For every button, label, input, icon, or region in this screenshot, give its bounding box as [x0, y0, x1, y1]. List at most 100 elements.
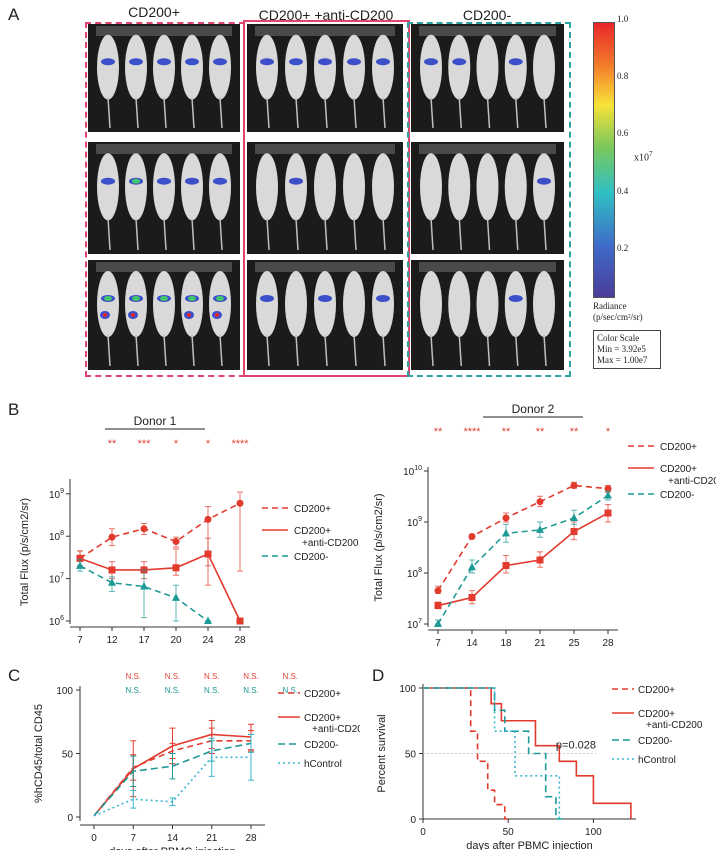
legend-label: CD200+ — [304, 689, 341, 700]
x-tick-label: 0 — [420, 827, 426, 838]
data-point — [172, 564, 180, 572]
series-line — [437, 484, 609, 592]
mouse-body — [125, 153, 147, 221]
mouse-tail — [430, 218, 434, 251]
mouse-body — [153, 153, 175, 221]
legend-label: CD200+ — [660, 464, 697, 475]
colorbar-tick: 0.8 — [617, 71, 629, 81]
data-point — [570, 528, 578, 536]
signal-spot — [131, 313, 135, 317]
radiance-unit: (p/sec/cm²/sr) — [593, 312, 643, 322]
survival-curve — [423, 687, 632, 819]
mouse-body — [343, 153, 365, 221]
x-tick-label: 24 — [202, 635, 214, 646]
p-value-annotation: p=0.028 — [556, 739, 596, 751]
mouse-body — [256, 153, 278, 221]
mouse-tail — [219, 218, 223, 251]
panel-d-letter: D — [372, 666, 385, 685]
data-point — [108, 566, 116, 574]
data-point — [536, 498, 544, 506]
colorbar-tick: 1.0 — [617, 14, 629, 24]
mouse-body — [420, 153, 442, 221]
legend-label: CD200- — [304, 740, 338, 751]
data-point — [236, 617, 244, 625]
mouse-tail — [266, 334, 270, 367]
mouse-tail — [295, 334, 299, 367]
x-tick-label: 0 — [91, 833, 97, 844]
x-tick-label: 25 — [568, 638, 580, 649]
legend-label: CD200+ — [660, 442, 697, 453]
color-scale-min: Min = 3.92e5 — [597, 344, 646, 354]
group-frame-cd200-neg — [407, 22, 571, 377]
mouse-body — [372, 153, 394, 221]
mouse-tail — [515, 97, 519, 129]
mouse-body — [314, 34, 336, 100]
signal-spot — [289, 177, 303, 185]
mouse-body — [285, 271, 307, 337]
holder-bar — [96, 262, 232, 272]
signal-spot — [187, 313, 191, 317]
legend-label: CD200+ — [294, 504, 331, 515]
data-point — [570, 513, 578, 521]
mouse-tail — [295, 218, 299, 251]
ns-annotation: N.S. — [204, 672, 220, 681]
mouse-body — [209, 271, 231, 337]
significance-mark: ** — [108, 438, 117, 450]
colorbar-tick: 0.4 — [617, 186, 629, 196]
mouse-tail — [135, 97, 139, 129]
mouse-body — [153, 34, 175, 100]
mouse-tail — [543, 218, 547, 251]
significance-mark: *** — [138, 438, 152, 450]
chart-hcd45: 0 50 100 0 7 14 21 28 days after PBMC injection%… — [33, 672, 360, 850]
legend-label: +anti-CD200 — [668, 476, 716, 487]
mouse-body — [448, 153, 471, 221]
mouse-body — [448, 34, 471, 100]
mouse-image-tile — [247, 24, 403, 132]
x-tick-label: 14 — [167, 833, 179, 844]
data-point — [468, 594, 476, 602]
mouse-tail — [191, 97, 195, 129]
signal-spot — [508, 295, 523, 302]
mouse-tail — [458, 97, 462, 129]
mouse-body — [533, 271, 555, 337]
mouse-tail — [324, 334, 328, 367]
mouse-tail — [163, 97, 167, 129]
mouse-tail — [163, 334, 167, 367]
mouse-body — [181, 34, 203, 100]
group-title-anti-cd200: CD200+ +anti-CD200 — [258, 7, 394, 23]
mouse-image-tile — [411, 24, 564, 132]
x-tick-label: 18 — [500, 638, 512, 649]
x-tick-label: 12 — [106, 635, 118, 646]
legend-label: CD200+ — [638, 709, 675, 720]
mouse-body — [97, 271, 119, 337]
group-title-cd200-pos: CD200+ — [128, 4, 180, 20]
mouse-body — [504, 153, 527, 221]
colorbar-multiplier: x107 — [634, 150, 653, 164]
y-axis-label: %hCD45/total CD45 — [33, 704, 45, 803]
signal-spot — [213, 177, 227, 185]
signal-spot — [260, 295, 274, 302]
x-tick-label: 21 — [534, 638, 546, 649]
mouse-body — [285, 34, 307, 100]
signal-spot — [347, 58, 361, 66]
mouse-body — [125, 271, 147, 337]
mouse-body — [476, 271, 499, 337]
y-tick-label: 50 — [405, 750, 417, 761]
significance-mark: ** — [502, 426, 511, 438]
y-tick-label: 107 — [49, 573, 64, 586]
data-point — [434, 587, 442, 595]
y-tick-label: 100 — [56, 686, 73, 697]
mouse-image-tile — [411, 142, 564, 254]
mouse-image-tile — [247, 142, 403, 254]
signal-spot — [157, 58, 171, 66]
color-scale-title: Color Scale — [597, 333, 640, 343]
mouse-body — [343, 34, 365, 100]
mouse-tail — [430, 334, 434, 367]
data-point — [604, 509, 612, 517]
x-tick-label: 17 — [138, 635, 150, 646]
mouse-body — [209, 34, 231, 100]
mouse-tail — [515, 218, 519, 251]
series-line — [79, 565, 209, 622]
